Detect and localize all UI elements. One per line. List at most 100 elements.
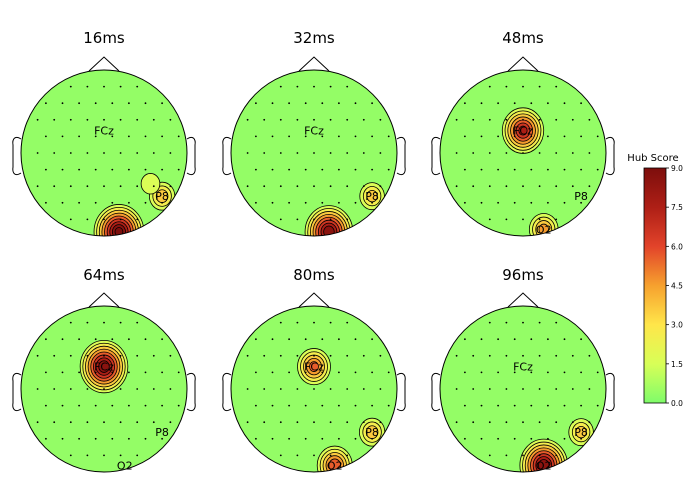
sensor-dot	[530, 371, 533, 374]
sensor-dot	[271, 437, 274, 440]
sensor-dot	[169, 354, 172, 357]
sensor-dot	[354, 135, 357, 138]
sensor-dot	[362, 388, 365, 390]
sensor-dot	[580, 338, 582, 341]
sensor-dot	[321, 201, 324, 204]
sensor-dot	[161, 437, 164, 440]
sensor-dot	[53, 354, 56, 357]
sensor-dot	[538, 185, 541, 188]
sensor-dot	[354, 437, 357, 440]
sensor-dot	[45, 437, 47, 440]
sensor-dot	[263, 118, 266, 121]
sensor-dot	[571, 152, 574, 154]
sensor-dot	[338, 135, 340, 138]
hotspot-p8	[359, 182, 385, 211]
sensor-dot	[78, 201, 80, 204]
electrode-label: P8	[155, 426, 169, 439]
sensor-dot	[304, 168, 307, 171]
sensor-dot	[321, 371, 324, 374]
sensor-dot	[488, 85, 491, 88]
sensor-dot	[78, 102, 80, 105]
topomap-panel: 48ms FCz P8 O2	[431, 29, 615, 237]
panel-title: 96ms	[502, 266, 544, 284]
sensor-dot	[488, 454, 491, 457]
sensor-dot	[555, 152, 558, 154]
sensor-dot	[136, 388, 139, 390]
sensor-dot	[288, 437, 290, 440]
sensor-dot	[346, 321, 349, 324]
sensor-dot	[288, 371, 290, 374]
head-outline	[20, 305, 188, 473]
sensor-dot	[329, 218, 332, 221]
sensor-dot	[472, 421, 475, 424]
sensor-dot	[464, 338, 466, 341]
hotspot-oz	[304, 205, 354, 236]
sensor-dot	[304, 404, 307, 407]
ear-outline	[186, 136, 196, 176]
sensor-dot	[86, 85, 89, 88]
sensor-dot	[371, 135, 373, 138]
sensor-dot	[464, 102, 466, 105]
sensor-dot	[119, 118, 122, 121]
sensor-dot	[563, 338, 566, 341]
sensor-dot	[152, 354, 155, 357]
sensor-dot	[255, 371, 257, 374]
sensor-dot	[362, 185, 365, 188]
sensor-dot	[455, 152, 458, 154]
sensor-dot	[127, 168, 130, 171]
sensor-dot	[338, 437, 340, 440]
colorbar: Hub Score 0.0 1.5 3.0 4.5 6.0 7.5 9.0	[627, 153, 683, 408]
sensor-dot	[144, 168, 147, 171]
sensor-dot	[538, 218, 541, 221]
sensor-dot	[530, 437, 533, 440]
sensor-dot	[480, 338, 483, 341]
sensor-dot	[596, 371, 599, 374]
sensor-dot	[472, 152, 475, 154]
nose-outline	[298, 292, 330, 308]
sensor-dot	[464, 168, 466, 171]
sensor-dot	[563, 404, 566, 407]
sensor-dot	[505, 118, 508, 121]
sensor-dot	[547, 102, 549, 105]
sensor-dot	[547, 371, 549, 374]
sensor-dot	[296, 185, 299, 188]
sensor-dot	[78, 404, 80, 407]
sensor-dot	[36, 354, 39, 357]
sensor-dot	[497, 338, 499, 341]
sensor-dot	[144, 135, 147, 138]
sensor-dot	[255, 168, 257, 171]
sensor-dot	[127, 404, 130, 407]
hotspot-p8	[358, 417, 386, 447]
sensor-dot	[505, 185, 508, 188]
sensor-dot	[455, 118, 458, 121]
sensor-dot	[522, 152, 524, 154]
sensor-dot	[94, 404, 97, 407]
sensor-dot	[329, 354, 332, 357]
sensor-dot	[53, 152, 56, 154]
sensor-dot	[580, 404, 582, 407]
sensor-dot	[69, 354, 72, 357]
sensor-dot	[387, 404, 390, 407]
sensor-dot	[563, 371, 566, 374]
sensor-dot	[505, 152, 508, 154]
electrode-label: O2	[536, 223, 552, 236]
sensor-dot	[379, 354, 382, 357]
sensor-dot	[329, 152, 332, 154]
sensor-dot	[371, 168, 373, 171]
sensor-dot	[69, 118, 72, 121]
sensor-dot	[522, 321, 524, 324]
sensor-dot	[263, 388, 266, 390]
ear-outline	[12, 372, 22, 412]
sensor-dot	[69, 321, 72, 324]
panel-title: 80ms	[293, 266, 335, 284]
sensor-dot	[144, 371, 147, 374]
sensor-dot	[271, 135, 274, 138]
sensor-dot	[94, 201, 97, 204]
sensor-dot	[555, 185, 558, 188]
sensor-dot	[497, 102, 499, 105]
electrode-label: FCz	[94, 125, 114, 138]
sensor-dot	[136, 354, 139, 357]
sensor-dot	[480, 102, 483, 105]
sensor-dot	[169, 118, 172, 121]
ear-outline	[431, 372, 441, 412]
